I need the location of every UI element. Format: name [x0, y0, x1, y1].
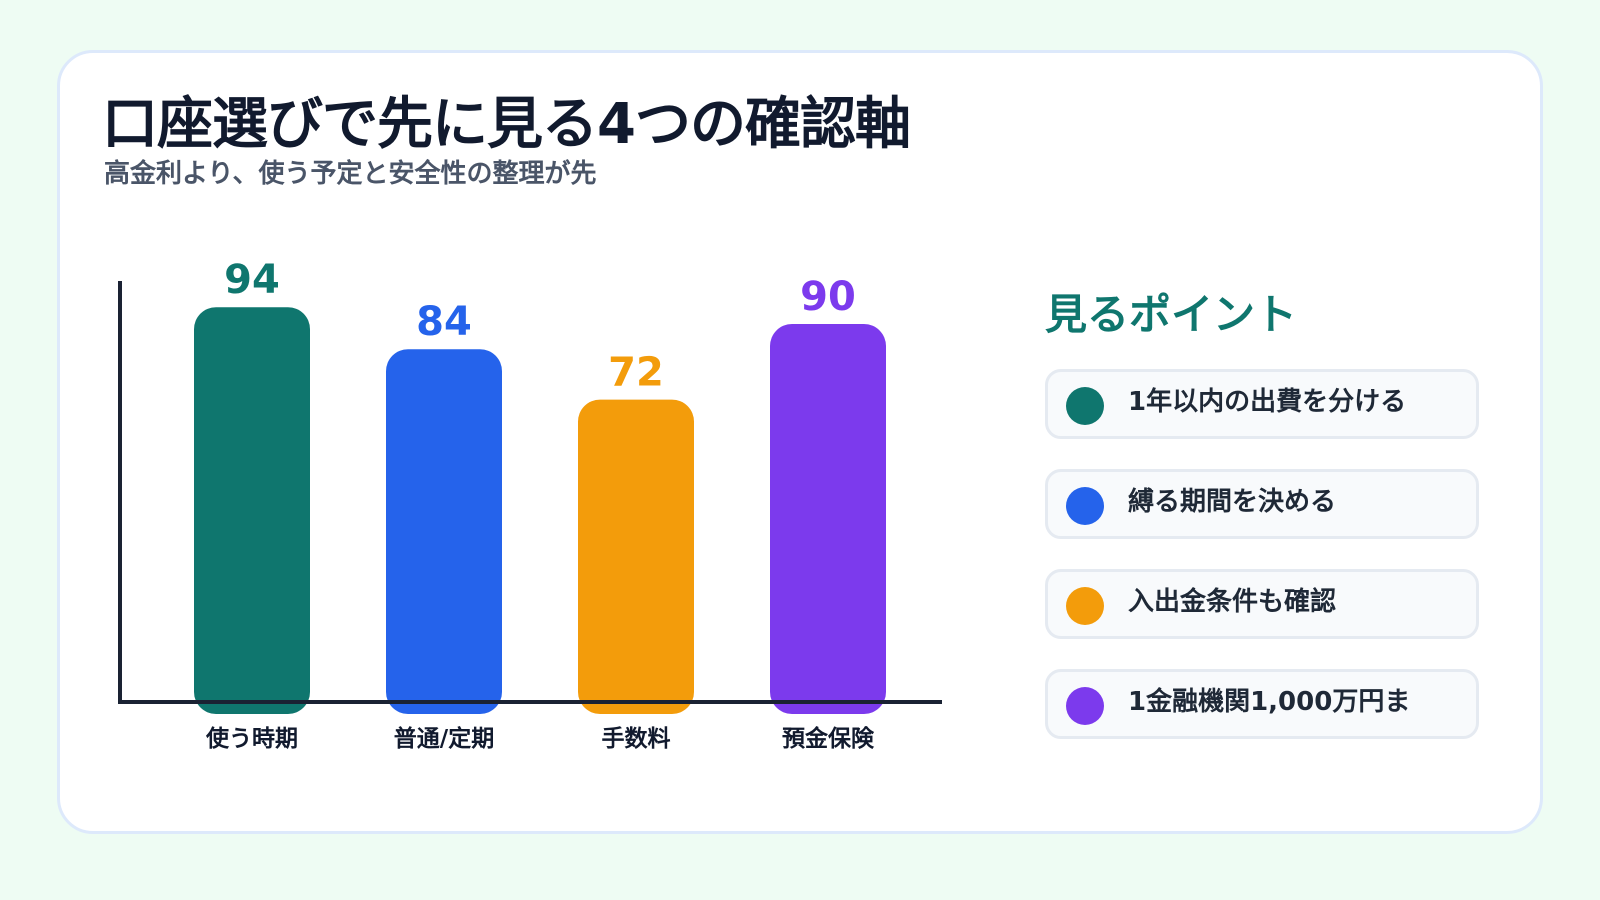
point-item-3: 入出金条件も確認	[1045, 569, 1479, 639]
point-dot-2	[1066, 487, 1104, 525]
page-title: 口座選びで先に見る4つの確認軸	[102, 92, 911, 157]
main-card: 口座選びで先に見る4つの確認軸 高金利より、使う予定と安全性の整理が先 94 使う…	[57, 50, 1543, 834]
point-dot-3	[1066, 587, 1104, 625]
bar-value-label-4: 90	[800, 274, 856, 320]
bar-1	[194, 307, 310, 714]
bar-2	[386, 349, 502, 714]
point-dot-4	[1066, 687, 1104, 725]
point-item-1: 1年以内の出費を分ける	[1045, 369, 1479, 439]
point-item-4: 1金融機関1,000万円ま	[1045, 669, 1479, 739]
point-label-3: 入出金条件も確認	[1128, 587, 1337, 617]
point-dot-1	[1066, 387, 1104, 425]
point-label-4: 1金融機関1,000万円ま	[1128, 687, 1411, 717]
category-label-3: 手数料	[602, 726, 671, 752]
point-label-1: 1年以内の出費を分ける	[1128, 387, 1407, 417]
point-label-2: 縛る期間を決める	[1128, 487, 1337, 517]
bar-value-label-3: 72	[608, 350, 664, 396]
page-subtitle: 高金利より、使う予定と安全性の整理が先	[104, 159, 597, 189]
points-title: 見るポイント	[1045, 290, 1298, 339]
bar-chart: 94 使う時期 84 普通/定期 72 手数料 90 預金保険	[118, 257, 942, 752]
bar-value-label-2: 84	[416, 299, 472, 345]
category-label-4: 預金保険	[782, 725, 875, 752]
bar-value-label-1: 94	[224, 257, 280, 303]
category-label-1: 使う時期	[205, 726, 298, 752]
category-label-2: 普通/定期	[394, 725, 494, 752]
bar-3	[578, 399, 694, 714]
bar-4	[770, 324, 886, 714]
point-item-2: 縛る期間を決める	[1045, 469, 1479, 539]
